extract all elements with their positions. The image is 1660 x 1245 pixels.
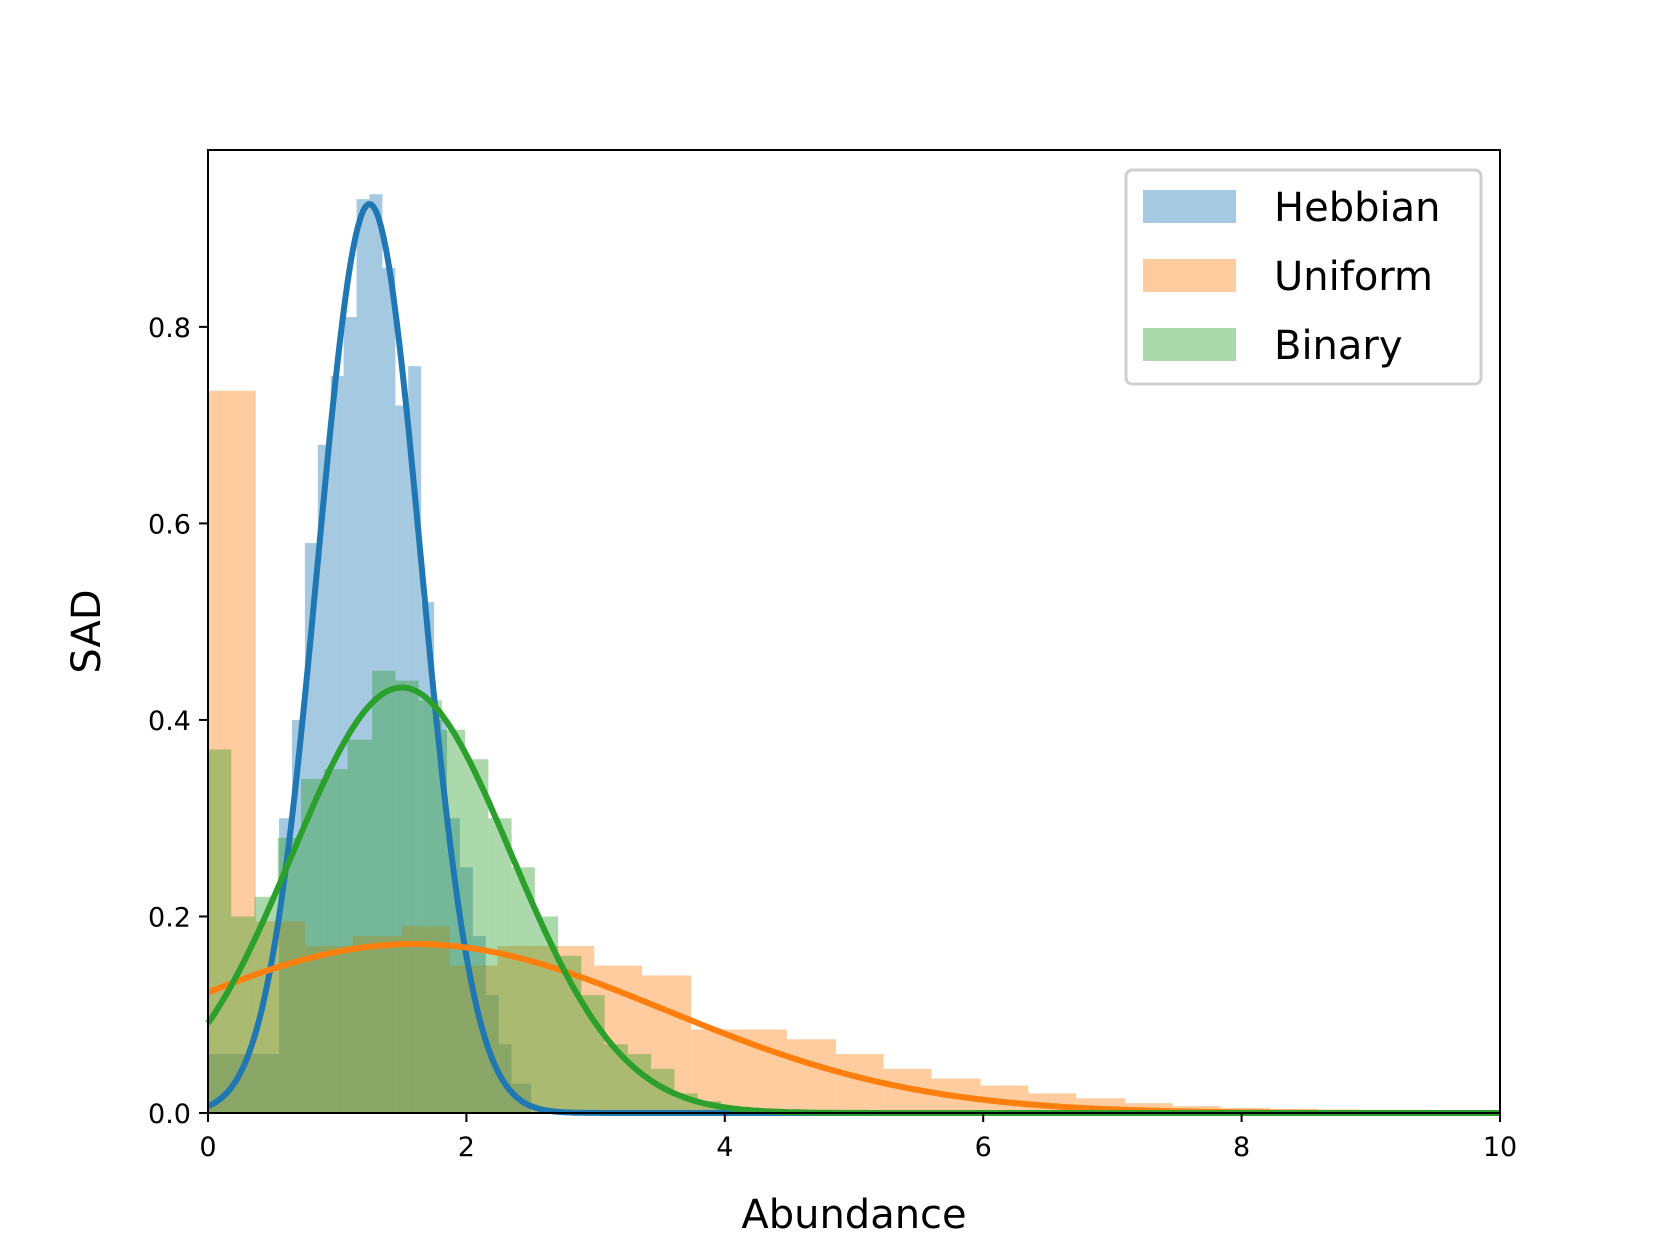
x-tick-label: 0 xyxy=(199,1132,216,1163)
x-tick-label: 6 xyxy=(975,1132,992,1163)
legend-box xyxy=(1124,168,1483,386)
bar-binary-5 xyxy=(324,769,348,1113)
bar-binary-9 xyxy=(418,700,442,1113)
bar-binary-3 xyxy=(277,837,302,1113)
legend-label-hebbian: Hebbian xyxy=(1274,185,1440,231)
legend-label-binary: Binary xyxy=(1274,323,1403,369)
x-axis-ticks: 0 2 4 6 8 10 xyxy=(199,1113,1517,1163)
bar-hebbian-8 xyxy=(369,194,383,1114)
y-tick-label: 0.8 xyxy=(148,313,191,344)
y-tick-label: 0.4 xyxy=(148,706,191,737)
x-tick-label: 4 xyxy=(716,1132,733,1163)
y-tick-label: 0.6 xyxy=(148,509,191,540)
bar-uniform-12 xyxy=(786,1039,836,1113)
bar-binary-17 xyxy=(604,1044,628,1113)
x-tick-label: 2 xyxy=(458,1132,475,1163)
bar-binary-7 xyxy=(372,670,396,1113)
bar-binary-12 xyxy=(488,818,512,1113)
bar-binary-4 xyxy=(301,778,325,1113)
plot-frame xyxy=(207,149,1501,1114)
bar-binary-6 xyxy=(347,739,373,1113)
bar-binary-11 xyxy=(465,759,489,1113)
x-tick-label: 10 xyxy=(1483,1132,1517,1163)
bar-binary-8 xyxy=(395,680,419,1113)
legend-label-uniform: Uniform xyxy=(1274,254,1433,300)
legend-swatch-hebbian xyxy=(1143,190,1236,223)
bar-uniform-1 xyxy=(255,921,305,1113)
y-axis-ticks: 0.0 0.2 0.4 0.6 0.8 xyxy=(148,313,208,1130)
legend-swatch-binary xyxy=(1143,328,1236,361)
bar-hebbian-13 xyxy=(434,719,448,1113)
bar-binary-1 xyxy=(231,916,255,1113)
y-axis-title: SAD xyxy=(64,589,110,673)
x-axis-title: Abundance xyxy=(741,1192,966,1238)
bar-uniform-2 xyxy=(304,945,353,1113)
legend-swatch-uniform xyxy=(1143,259,1236,292)
bar-hebbian-2 xyxy=(291,719,305,1113)
bar-uniform-0 xyxy=(208,390,256,1113)
bar-binary-16 xyxy=(581,995,605,1113)
bar-hebbian-5 xyxy=(330,376,344,1113)
y-tick-label: 0.2 xyxy=(148,902,191,933)
bar-hebbian-6 xyxy=(343,317,357,1113)
bar-hebbian-10 xyxy=(395,405,409,1113)
bar-binary-13 xyxy=(511,867,535,1113)
bar-uniform-4 xyxy=(401,926,450,1113)
bar-hebbian-12 xyxy=(421,602,435,1113)
x-tick-label: 8 xyxy=(1233,1132,1250,1163)
legend: Hebbian Uniform Binary xyxy=(1124,168,1483,386)
bar-hebbian-7 xyxy=(356,199,370,1113)
bar-binary-0 xyxy=(208,749,232,1113)
y-tick-label: 0.0 xyxy=(148,1099,191,1130)
bar-uniform-3 xyxy=(352,936,402,1113)
